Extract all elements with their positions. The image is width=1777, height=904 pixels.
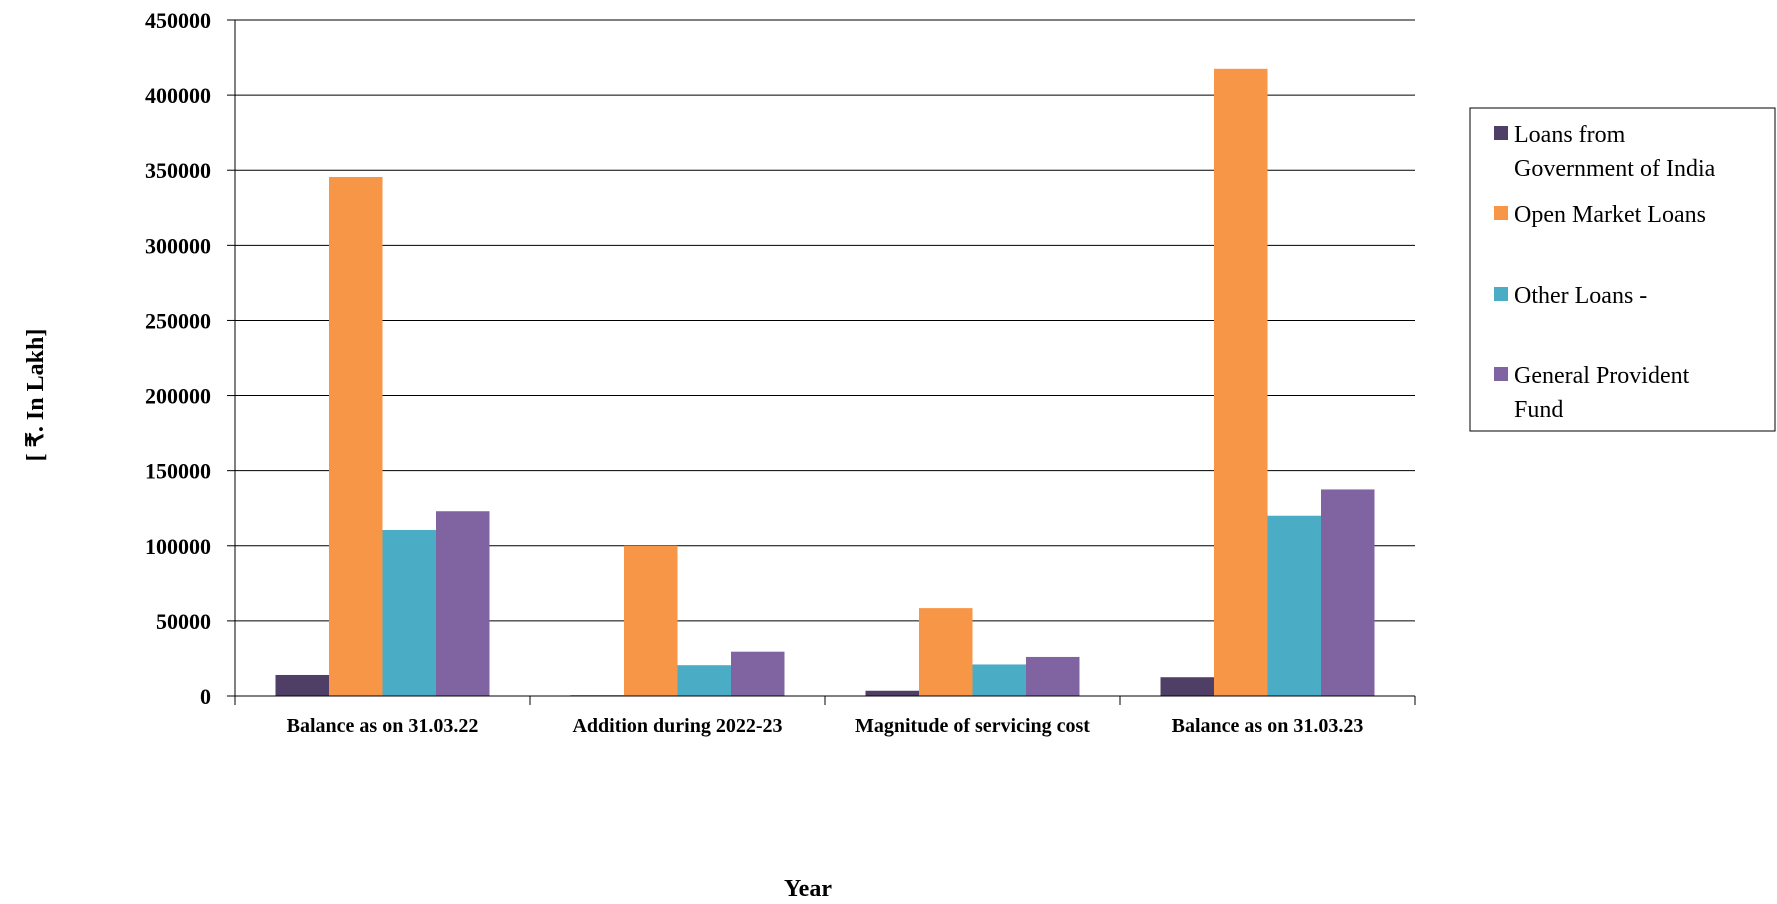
bar xyxy=(275,674,329,696)
bar xyxy=(1321,489,1375,696)
y-tick-label: 50000 xyxy=(156,609,211,634)
y-tick-label: 100000 xyxy=(145,534,211,559)
bar xyxy=(436,511,490,696)
bar xyxy=(382,530,436,696)
x-category-label: Balance as on 31.03.22 xyxy=(287,715,479,737)
y-tick-labels: 0 50000 100000 150000 200000 250000 300000 3500… xyxy=(145,8,211,709)
axes xyxy=(227,19,1416,705)
x-axis-title: Year xyxy=(784,876,832,902)
y-tick-label: 400000 xyxy=(145,83,211,108)
legend-label: Other Loans - xyxy=(1514,283,1647,309)
legend-swatch xyxy=(1494,206,1508,220)
y-axis-title: [ ₹. In Lakh] xyxy=(23,329,49,462)
y-tick-label: 300000 xyxy=(145,233,211,258)
bar xyxy=(919,608,973,696)
bar xyxy=(329,176,383,696)
bar xyxy=(972,664,1026,696)
x-category-label: Addition during 2022-23 xyxy=(572,715,782,737)
y-tick-label: 250000 xyxy=(145,308,211,333)
legend: Loans from Government of India Open Market… xyxy=(1469,107,1776,432)
y-tick-label: 350000 xyxy=(145,158,211,183)
legend-label: Loans from xyxy=(1514,122,1626,148)
bar xyxy=(731,651,785,696)
x-category-labels: Balance as on 31.03.22 Addition during 20… xyxy=(287,715,1364,737)
legend-label: General Provident xyxy=(1514,363,1690,389)
legend-label: Fund xyxy=(1514,397,1563,423)
legend-swatch xyxy=(1494,287,1508,301)
bar xyxy=(865,690,919,696)
y-tick-label: 0 xyxy=(200,684,211,709)
bar xyxy=(677,665,731,696)
legend-box xyxy=(1469,107,1776,432)
legend-swatch xyxy=(1494,367,1508,381)
y-tick-label: 150000 xyxy=(145,459,211,484)
legend-label: Government of India xyxy=(1514,156,1716,182)
bar xyxy=(1214,68,1268,697)
bars xyxy=(275,68,1375,697)
bar xyxy=(1160,677,1214,696)
y-tick-label: 450000 xyxy=(145,8,211,33)
bar xyxy=(1026,656,1080,696)
x-category-label: Balance as on 31.03.23 xyxy=(1172,715,1364,737)
y-tick-label: 200000 xyxy=(145,384,211,409)
bar xyxy=(624,545,678,696)
bar xyxy=(1267,515,1321,696)
legend-swatch xyxy=(1494,126,1508,140)
x-category-label: Magnitude of servicing cost xyxy=(855,715,1090,737)
legend-label: Open Market Loans xyxy=(1514,202,1706,228)
